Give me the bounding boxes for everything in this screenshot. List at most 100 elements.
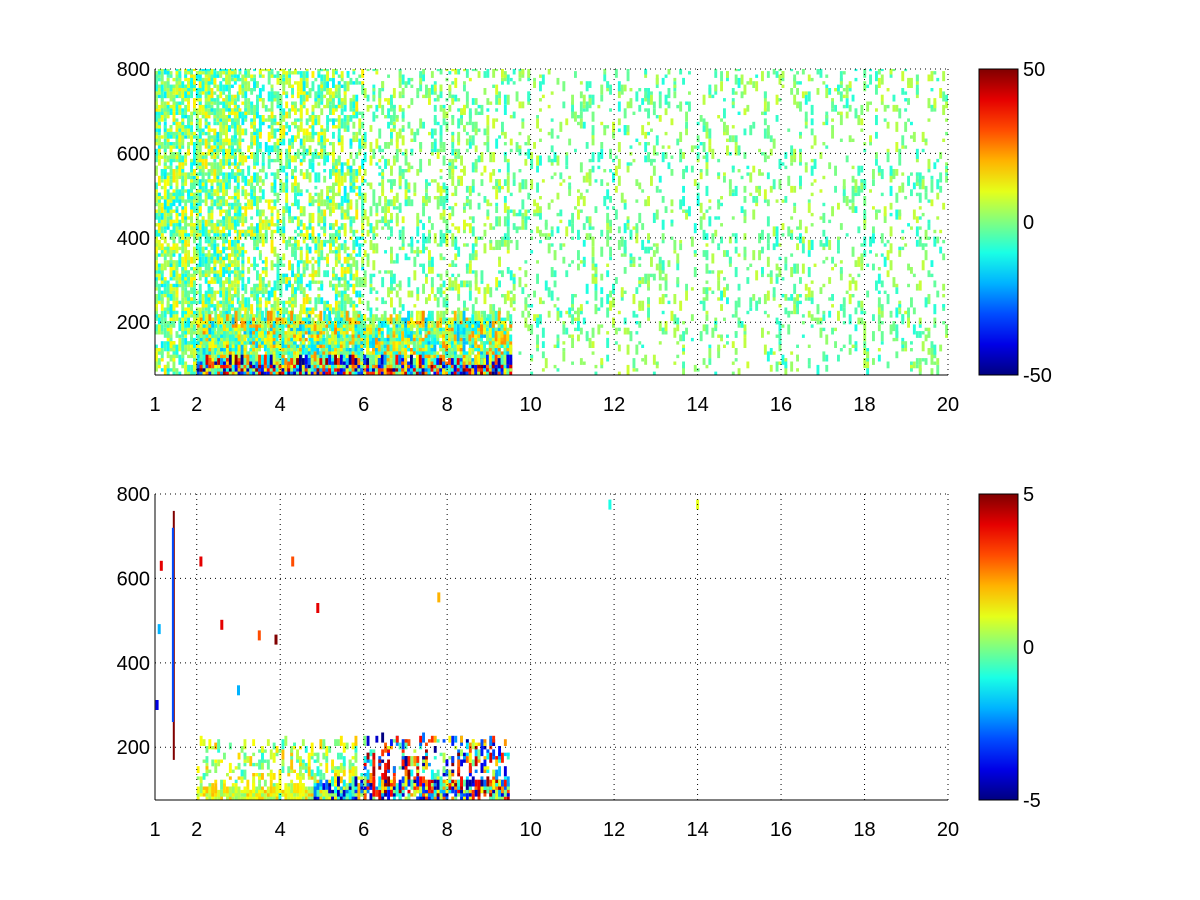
heatmap-cell	[579, 111, 583, 119]
heatmap-cell	[658, 189, 662, 193]
heatmap-cell	[204, 246, 208, 251]
heatmap-cell	[201, 175, 205, 180]
heatmap-cell	[731, 314, 735, 318]
heatmap-cell	[498, 169, 501, 173]
heatmap-cell	[539, 98, 542, 102]
heatmap-cell	[769, 185, 773, 193]
heatmap-cell	[225, 223, 228, 230]
heatmap-cell	[355, 209, 359, 220]
heatmap-cell	[160, 88, 164, 99]
heatmap-cell	[160, 290, 164, 294]
heatmap-cell	[361, 256, 365, 264]
heatmap-cell	[614, 277, 618, 284]
heatmap-cell	[635, 91, 639, 102]
heatmap-cell	[451, 138, 455, 149]
heatmap-cell	[801, 91, 805, 99]
heatmap-cell	[363, 138, 367, 149]
heatmap-cell	[445, 297, 449, 308]
heatmap-cell	[236, 179, 240, 190]
heatmap-cell	[213, 145, 217, 149]
heatmap-cell	[401, 229, 405, 237]
heatmap-cell	[571, 260, 574, 264]
heatmap-cell	[241, 283, 245, 288]
heatmap-cell	[746, 81, 750, 85]
heatmap-cell	[334, 179, 338, 186]
heatmap-cell	[804, 226, 808, 234]
heatmap-cell	[410, 236, 414, 247]
heatmap-cell	[178, 277, 182, 281]
heatmap-cell	[781, 354, 785, 365]
heatmap-cell	[329, 104, 332, 115]
heatmap-cell	[539, 314, 542, 325]
heatmap-cell	[387, 121, 390, 129]
heatmap-cell	[160, 135, 164, 139]
heatmap-cell	[276, 223, 280, 227]
heatmap-cell	[288, 277, 291, 281]
heatmap-cell	[172, 104, 176, 109]
heatmap-cell	[606, 206, 610, 210]
heatmap-cell	[451, 310, 455, 315]
heatmap-cell	[210, 202, 214, 207]
heatmap-cell	[228, 172, 231, 180]
heatmap-cell	[714, 216, 718, 220]
heatmap-cell	[623, 290, 627, 294]
heatmap-cell	[524, 283, 528, 288]
heatmap-cell	[369, 206, 373, 217]
heatmap-cell	[474, 145, 478, 153]
heatmap-cell	[503, 179, 507, 186]
heatmap-cell	[503, 94, 507, 105]
heatmap-cell	[337, 182, 341, 193]
heatmap-cell	[166, 341, 170, 345]
heatmap-cell	[562, 243, 566, 247]
heatmap-cell	[361, 263, 365, 267]
heatmap-cell	[190, 179, 193, 183]
heatmap-cell	[187, 142, 190, 146]
heatmap-cell	[685, 209, 688, 213]
heatmap-cell	[332, 165, 335, 170]
heatmap-cell	[155, 209, 158, 213]
heatmap-cell	[553, 250, 557, 261]
heatmap-cell	[582, 104, 586, 109]
heatmap-cell	[422, 283, 425, 294]
heatmap-cell	[219, 81, 223, 92]
heatmap-cell	[187, 233, 190, 237]
heatmap-cell	[483, 165, 487, 173]
heatmap-cell	[629, 162, 633, 166]
heatmap-cell	[285, 273, 289, 278]
heatmap-cell	[175, 172, 179, 180]
heatmap-cell	[198, 270, 202, 278]
heatmap-cell	[308, 145, 312, 156]
heatmap-cell	[679, 69, 683, 75]
heatmap-cell	[696, 196, 700, 207]
heatmap-cell	[600, 297, 604, 308]
heatmap-cell	[539, 138, 542, 142]
heatmap-cell	[717, 344, 721, 352]
heatmap-cell	[804, 94, 808, 105]
heatmap-cell	[228, 138, 231, 146]
heatmap-cell	[294, 175, 297, 186]
heatmap-cell	[228, 125, 231, 129]
heatmap-cell	[422, 74, 425, 82]
heatmap-cell	[361, 267, 365, 271]
heatmap-cell	[190, 192, 193, 197]
heatmap-cell	[238, 77, 242, 82]
heatmap-cell	[474, 297, 478, 305]
heatmap-cell	[486, 199, 490, 207]
heatmap-cell	[577, 209, 580, 220]
heatmap-cell	[276, 253, 280, 261]
heatmap-cell	[195, 71, 199, 75]
heatmap-cell	[568, 334, 572, 338]
heatmap-cell	[392, 104, 396, 109]
heatmap-cell	[201, 310, 205, 315]
heatmap-cell	[261, 69, 265, 72]
heatmap-cell	[169, 142, 173, 146]
heatmap-cell	[219, 196, 223, 200]
heatmap-cell	[166, 175, 170, 186]
heatmap-cell	[614, 155, 618, 159]
heatmap-cell	[228, 297, 231, 301]
heatmap-cell	[606, 212, 610, 223]
heatmap-cell	[261, 267, 265, 271]
heatmap-cell	[398, 280, 402, 288]
heatmap-cell	[288, 260, 291, 271]
heatmap-cell	[210, 108, 214, 112]
